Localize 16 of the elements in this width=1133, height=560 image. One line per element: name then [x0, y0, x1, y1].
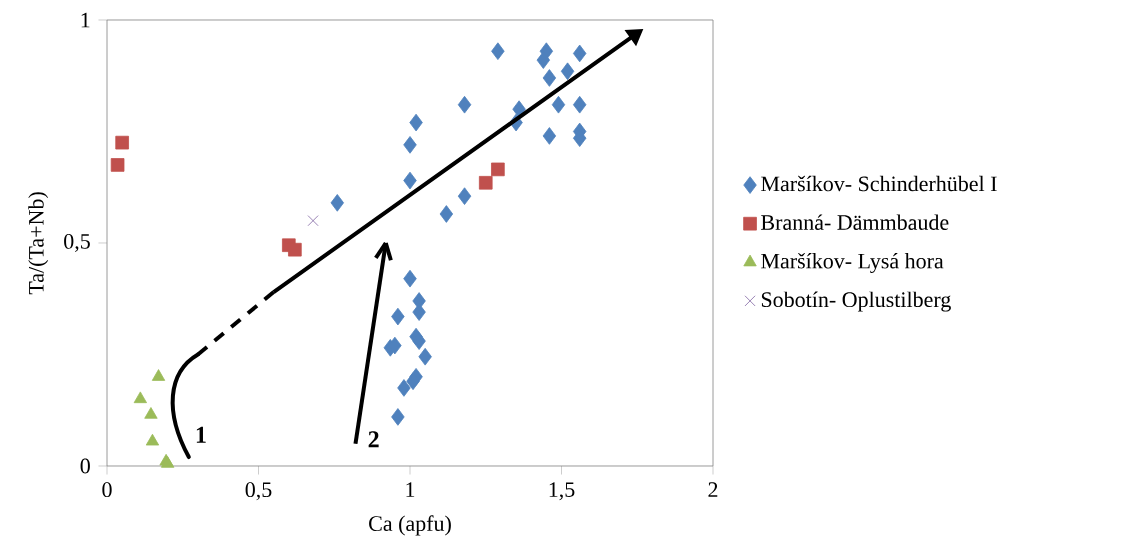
x-tick-label: 2 [708, 482, 718, 497]
x-tick-label: 0 [102, 482, 112, 498]
legend-label: Maršíkov- Schinderhübel I [761, 175, 997, 192]
x-tick-label: 1,5 [549, 482, 575, 501]
y-tick-label: 1 [81, 12, 90, 28]
annotation: 2 [368, 431, 379, 448]
legend-label: Branná- Dämmbaude [761, 214, 949, 230]
y-tick-label: 0 [80, 458, 90, 474]
x-tick-label: 1 [406, 482, 415, 497]
x-axis-title: Ca (apfu) [369, 515, 451, 536]
legend-label: Maršíkov- Lysá hora [761, 252, 944, 274]
annotation: 1 [196, 426, 206, 443]
legend-label: Sobotín- Oplustilberg [761, 291, 951, 312]
x-tick-label: 0,5 [245, 482, 272, 501]
y-tick-label: 0,5 [64, 233, 90, 252]
y-axis-title: Ta/(Ta+Nb) [28, 192, 49, 295]
